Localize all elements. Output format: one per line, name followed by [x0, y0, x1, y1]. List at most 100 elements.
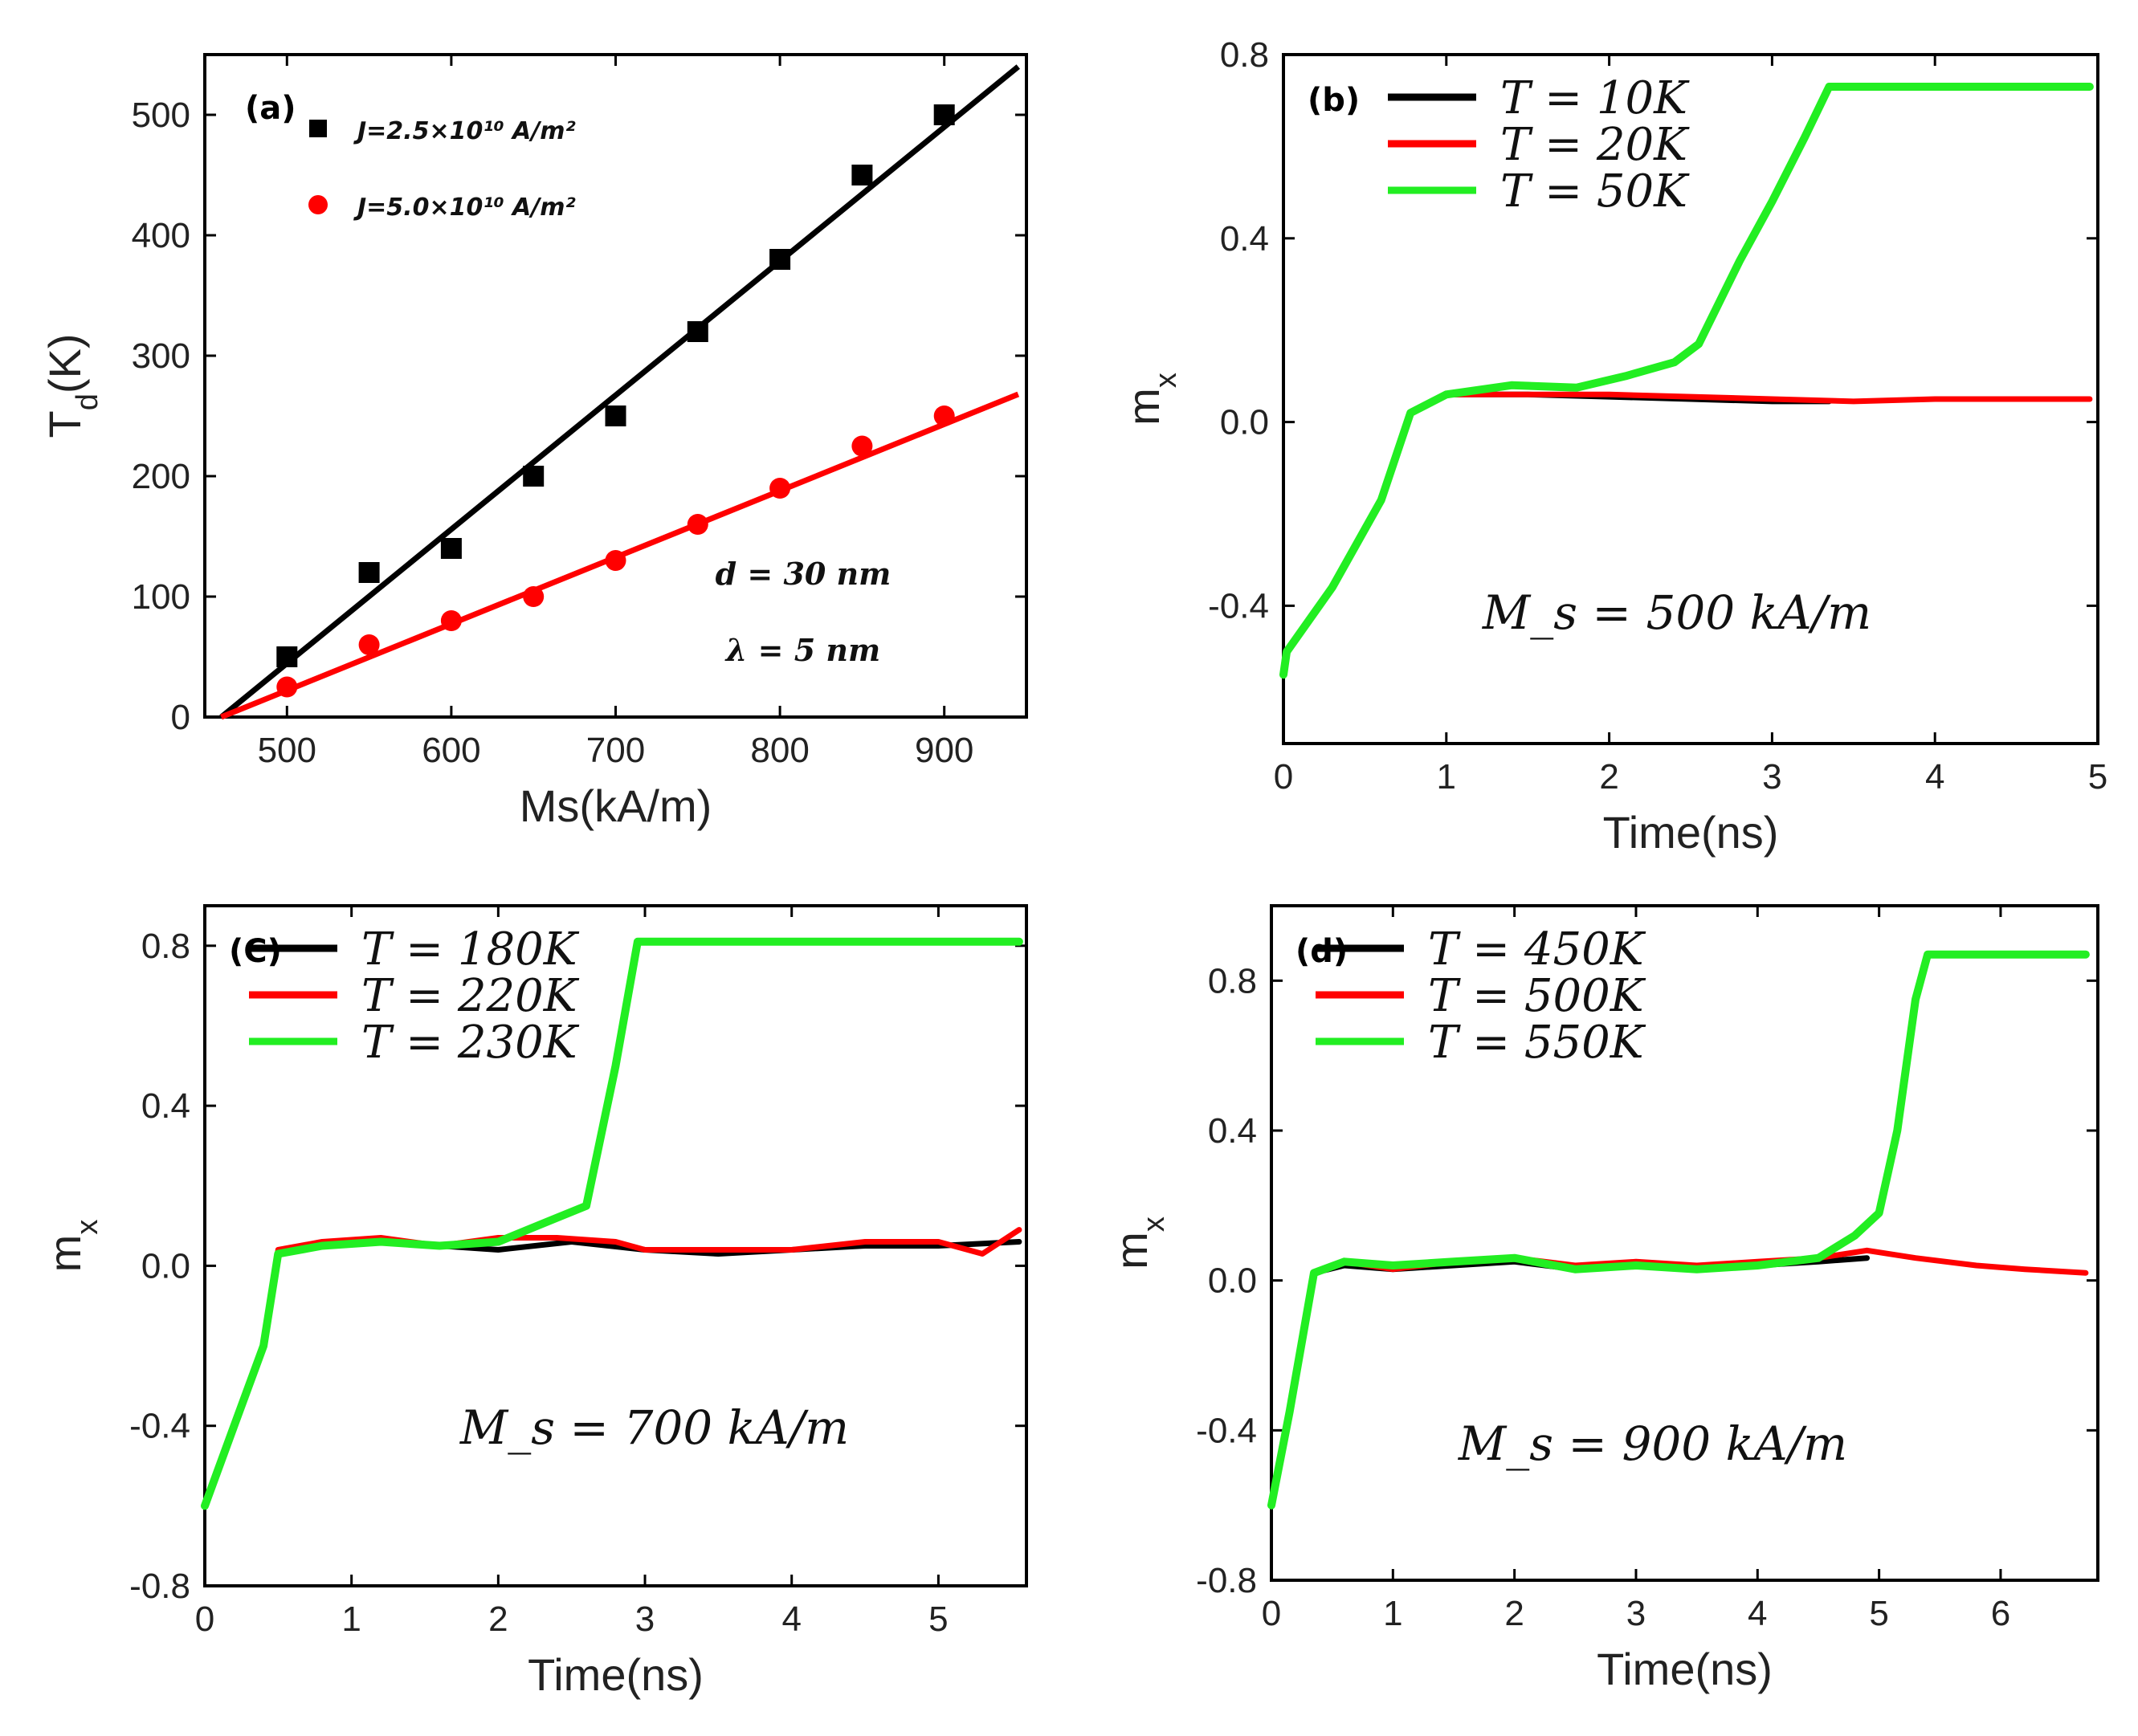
plot-frame: [1282, 53, 2099, 745]
x-tick-label: 2: [1599, 757, 1618, 797]
data-point: [276, 646, 298, 667]
y-tick-label: 0.8: [141, 927, 190, 966]
x-tick-label: 4: [781, 1599, 801, 1639]
data-point: [769, 249, 791, 270]
series-line: [201, 937, 1023, 1510]
y-tick-label: 0: [171, 698, 190, 737]
y-axis-label: Td(K): [39, 333, 104, 438]
data-point: [440, 610, 462, 631]
plot-frame: [203, 53, 1028, 719]
data-point: [358, 562, 380, 583]
legend-label: T = 50K: [1500, 165, 1690, 218]
legend-label: T = 500K: [1428, 970, 1646, 1022]
legend-label: T = 450K: [1428, 923, 1646, 976]
data-point: [687, 321, 708, 342]
series-line: [202, 1239, 1022, 1509]
y-tick-label: 0.4: [1220, 219, 1269, 259]
x-tick-label: 0: [195, 1599, 214, 1639]
series-line: [1279, 83, 2094, 679]
y-tick-label: 0.4: [141, 1086, 190, 1126]
data-point: [523, 586, 545, 607]
y-tick-label: 100: [132, 577, 190, 617]
data-point: [851, 435, 873, 457]
x-axis-label: Time(ns): [528, 1649, 704, 1700]
data-point: [440, 538, 462, 559]
ms-annotation: M_s = 900 kA/m: [1458, 1416, 1847, 1471]
panel-label: (b): [1308, 82, 1360, 119]
x-tick-label: 800: [750, 731, 809, 770]
legend-label: T = 230K: [361, 1017, 580, 1069]
data-point: [933, 104, 955, 125]
series-line: [1267, 950, 2090, 1510]
x-tick-label: 5: [2088, 757, 2107, 797]
ms-annotation: M_s = 500 kA/m: [1482, 585, 1871, 640]
x-tick-label: 900: [915, 731, 973, 770]
y-tick-label: -0.8: [129, 1567, 190, 1606]
x-tick-label: 3: [1626, 1594, 1646, 1633]
x-tick-label: 1: [1437, 757, 1456, 797]
legend-marker: [309, 120, 327, 137]
x-tick-label: 1: [341, 1599, 361, 1639]
series-line: [202, 1227, 1022, 1509]
y-tick-label: -0.4: [1208, 586, 1269, 626]
x-tick-label: 4: [1925, 757, 1944, 797]
fit-line: [219, 64, 1020, 719]
legend-label: T = 180K: [361, 923, 580, 976]
y-axis-label: mx: [1118, 373, 1183, 426]
legend-label: T = 10K: [1500, 72, 1690, 124]
data-point: [769, 478, 791, 499]
y-tick-label: 0.0: [141, 1246, 190, 1286]
x-tick-label: 600: [422, 731, 480, 770]
data-point: [687, 514, 708, 535]
legend-marker: [308, 195, 328, 214]
legend-label: J=2.5×10¹⁰ A/m²: [353, 117, 576, 145]
annotation-d: d = 30 nm: [716, 556, 892, 592]
y-tick-label: 200: [132, 457, 190, 496]
annotation-lambda: λ = 5 nm: [724, 632, 880, 668]
y-axis-label: mx: [1106, 1216, 1171, 1269]
x-axis-label: Time(ns): [1603, 807, 1779, 858]
y-tick-label: -0.4: [1196, 1411, 1257, 1450]
data-point: [358, 634, 380, 655]
x-tick-label: 0: [1274, 757, 1293, 797]
panel-label: (a): [245, 90, 296, 127]
x-tick-label: 500: [258, 731, 316, 770]
y-tick-label: 0.4: [1208, 1111, 1257, 1151]
x-tick-label: 2: [1504, 1594, 1524, 1633]
y-tick-label: 400: [132, 216, 190, 255]
data-point: [276, 676, 298, 698]
y-tick-label: 0.0: [1208, 1261, 1257, 1301]
x-axis-label: Time(ns): [1597, 1644, 1773, 1694]
data-point: [933, 405, 955, 426]
x-tick-label: 1: [1383, 1594, 1402, 1633]
y-tick-label: -0.4: [129, 1407, 190, 1446]
x-tick-label: 4: [1748, 1594, 1767, 1633]
x-tick-label: 5: [1869, 1594, 1888, 1633]
legend-label: T = 20K: [1500, 119, 1690, 171]
y-axis-label: mx: [39, 1220, 104, 1273]
x-tick-label: 0: [1262, 1594, 1281, 1633]
x-tick-label: 6: [1991, 1594, 2010, 1633]
y-tick-label: 0.0: [1220, 403, 1269, 442]
data-point: [605, 405, 626, 426]
y-tick-label: 300: [132, 336, 190, 376]
x-tick-label: 5: [928, 1599, 948, 1639]
plot-frame: [203, 904, 1028, 1587]
legend-label: T = 550K: [1428, 1017, 1646, 1069]
data-point: [605, 550, 626, 571]
ms-annotation: M_s = 700 kA/m: [459, 1400, 849, 1455]
legend-label: J=5.0×10¹⁰ A/m²: [353, 194, 576, 222]
y-tick-label: 0.8: [1220, 35, 1269, 75]
x-tick-label: 2: [488, 1599, 508, 1639]
x-tick-label: 3: [1762, 757, 1781, 797]
x-tick-label: 700: [586, 731, 645, 770]
data-point: [523, 466, 545, 487]
y-tick-label: -0.8: [1196, 1561, 1257, 1600]
y-tick-label: 0.8: [1208, 961, 1257, 1000]
legend-label: T = 220K: [361, 970, 580, 1022]
y-tick-label: 500: [132, 96, 190, 135]
